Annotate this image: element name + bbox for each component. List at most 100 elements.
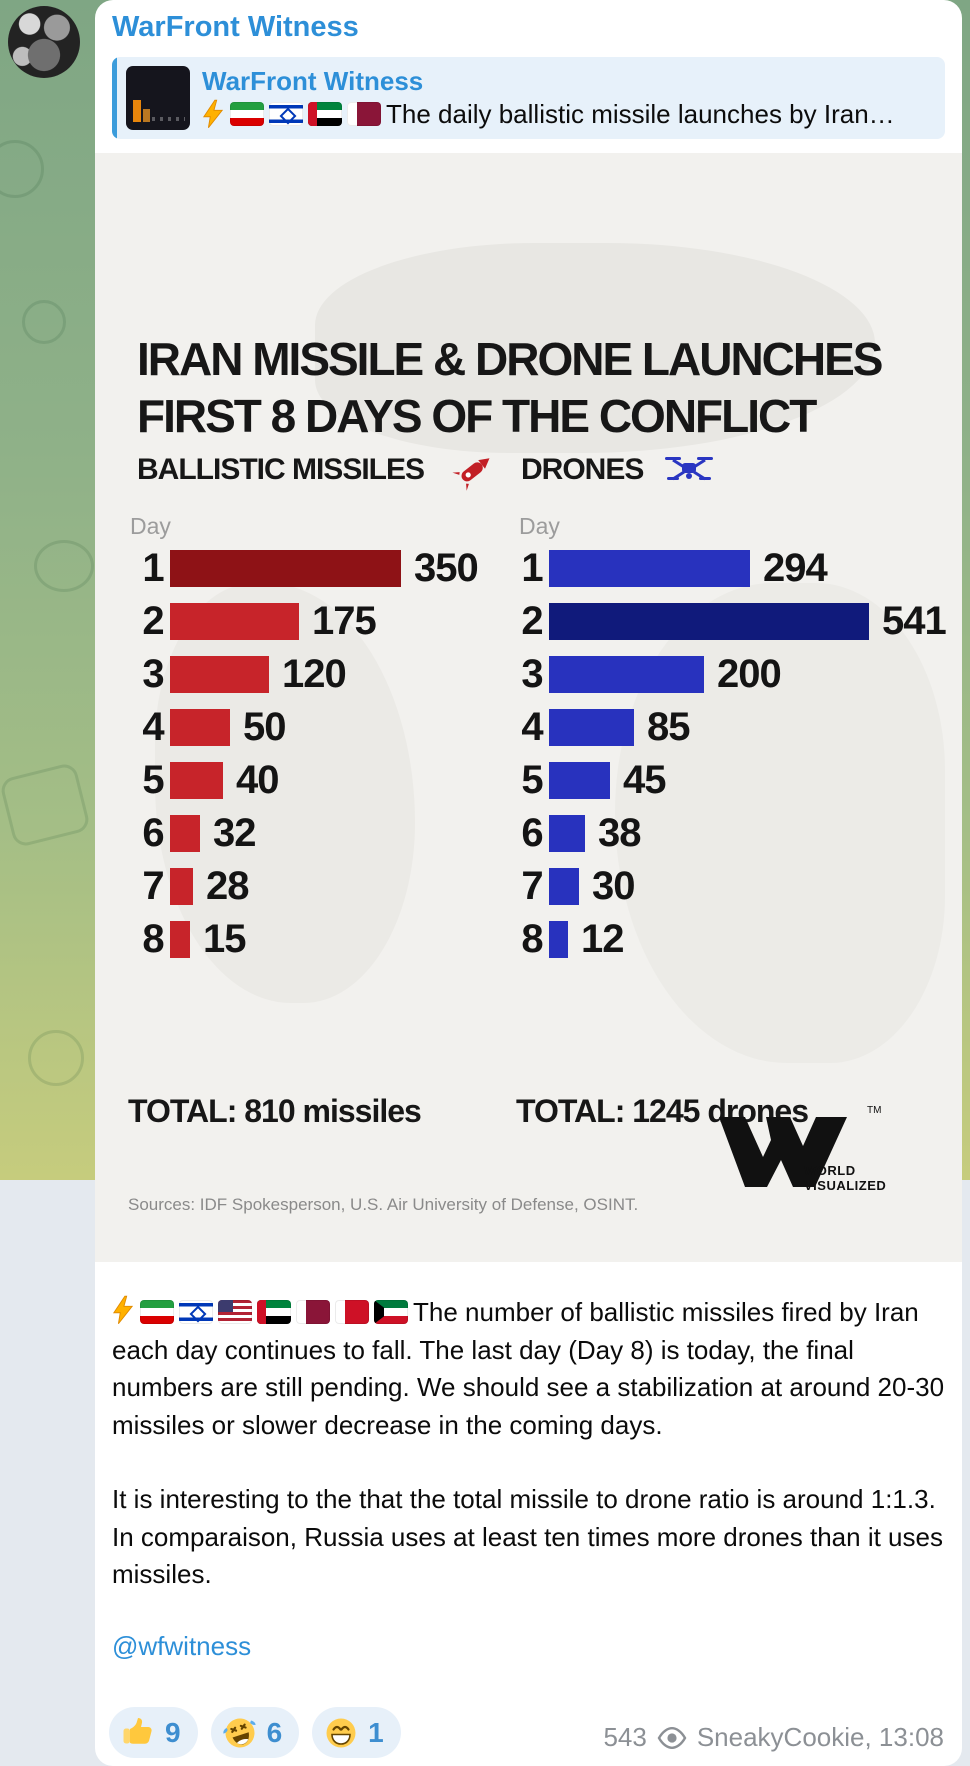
reply-content: WarFront Witness The daily ballistic mis… (202, 65, 945, 131)
mention-link[interactable]: @wfwitness (112, 1630, 252, 1661)
bar-row: 5 45 (519, 758, 946, 802)
bar (170, 762, 223, 799)
value-label: 28 (206, 864, 249, 908)
lightning-icon (112, 1295, 134, 1325)
value-label: 38 (598, 811, 641, 855)
reaction-pill-thumbs-up[interactable]: 9 (109, 1707, 198, 1758)
reply-thumbnail (126, 66, 190, 130)
bar-row: 7 28 (140, 864, 478, 908)
reaction-pill-grin[interactable]: 1 (312, 1707, 401, 1758)
bar-row: 3 120 (140, 652, 478, 696)
drones-chart: 1 294 2 541 3 200 4 85 5 45 6 38 7 30 8 12 (519, 546, 946, 974)
logo-trademark: TM (867, 1105, 882, 1116)
series-label-missiles: BALLISTIC MISSILES (137, 453, 425, 486)
views-count: 543 (603, 1722, 647, 1752)
bar-row: 2 541 (519, 599, 946, 643)
reply-author: WarFront Witness (202, 66, 424, 96)
reply-preview[interactable]: WarFront Witness The daily ballistic mis… (112, 57, 945, 139)
bar (170, 868, 193, 905)
flag-qatar-icon (347, 102, 381, 126)
bar-row: 2 175 (140, 599, 478, 643)
value-label: 350 (414, 546, 479, 590)
day-label: 2 (521, 599, 543, 643)
flag-iran-icon (140, 1300, 174, 1324)
grin-icon (326, 1718, 356, 1747)
flag-uae-icon (308, 102, 342, 126)
wallpaper-doodle (34, 540, 94, 592)
flag-bahrain-icon (335, 1300, 369, 1324)
bar (170, 709, 230, 746)
reply-accent-bar (112, 57, 117, 139)
lightning-icon (202, 99, 224, 129)
value-label: 85 (647, 705, 690, 749)
flag-usa-icon (218, 1300, 252, 1324)
value-label: 30 (592, 864, 635, 908)
bar-row: 1 350 (140, 546, 478, 590)
views-eye-icon (657, 1726, 687, 1749)
missile-icon (452, 458, 490, 491)
bar (170, 550, 401, 587)
message-bubble: WarFront Witness WarFront Witness The da… (95, 0, 962, 1766)
flag-uae-icon (257, 1300, 291, 1324)
bar (549, 868, 579, 905)
wallpaper-doodle (28, 1030, 84, 1086)
day-label: 4 (142, 705, 164, 749)
bar-row: 4 50 (140, 705, 478, 749)
logo-text: WORLD VISUALIZED (804, 1163, 887, 1193)
bar (549, 550, 750, 587)
reply-snippet-row: The daily ballistic missile launches by … (202, 97, 935, 131)
bar (549, 921, 568, 958)
day-label: 1 (521, 546, 543, 590)
flag-qatar-icon (296, 1300, 330, 1324)
day-label: 6 (142, 811, 164, 855)
bar (549, 603, 869, 640)
reactions-row: 9 6 1 (109, 1707, 401, 1758)
thumbs-up-icon (123, 1717, 152, 1744)
rofl-icon (222, 1718, 256, 1747)
day-label: 3 (521, 652, 543, 696)
paragraph-2: It is interesting to the that the total … (112, 1481, 948, 1594)
channel-name[interactable]: WarFront Witness (112, 11, 359, 43)
chart-title: IRAN MISSILE & DRONE LAUNCHES FIRST 8 DA… (137, 333, 883, 442)
value-label: 541 (882, 599, 947, 643)
value-label: 12 (581, 917, 624, 961)
reaction-count: 6 (266, 1716, 283, 1748)
reaction-count: 9 (165, 1716, 181, 1748)
day-label: 5 (521, 758, 543, 802)
bar-row: 4 85 (519, 705, 946, 749)
flag-israel-icon (179, 1300, 213, 1324)
reaction-count: 1 (368, 1716, 384, 1748)
day-axis-label-missiles: Day (130, 513, 171, 539)
value-label: 120 (282, 652, 347, 696)
bar-row: 8 12 (519, 917, 946, 961)
infographic-image[interactable]: IRAN MISSILE & DRONE LAUNCHES FIRST 8 DA… (95, 153, 962, 1262)
day-label: 8 (521, 917, 543, 961)
series-label-drones: DRONES (521, 453, 644, 486)
drone-icon (665, 457, 713, 481)
value-label: 40 (236, 758, 279, 802)
bar (170, 656, 269, 693)
day-label: 7 (521, 864, 543, 908)
paragraph-icons (112, 1295, 413, 1327)
world-visualized-logo: TM WORLD VISUALIZED (717, 1105, 937, 1215)
flag-israel-icon (269, 102, 303, 126)
paragraph-2-text: It is interesting to the that the total … (112, 1484, 943, 1589)
source-note: Sources: IDF Spokesperson, U.S. Air Univ… (128, 1195, 639, 1214)
bar-row: 5 40 (140, 758, 478, 802)
bar (549, 815, 585, 852)
missiles-chart: 1 350 2 175 3 120 4 50 5 40 6 32 7 28 8 15 (140, 546, 478, 974)
day-label: 5 (142, 758, 164, 802)
message-text: The number of ballistic missiles fired b… (95, 1294, 962, 1662)
thumbnail-dots (152, 117, 185, 121)
logo-mark-icon (719, 1117, 847, 1187)
bar-row: 7 30 (519, 864, 946, 908)
day-axis-label-drones: Day (519, 513, 560, 539)
thumbnail-bar (133, 100, 141, 122)
channel-avatar[interactable] (8, 6, 80, 78)
reaction-pill-rofl[interactable]: 6 (210, 1707, 300, 1758)
bar (170, 815, 200, 852)
bar-row: 6 32 (140, 811, 478, 855)
value-label: 294 (763, 546, 828, 590)
bar (170, 921, 190, 958)
